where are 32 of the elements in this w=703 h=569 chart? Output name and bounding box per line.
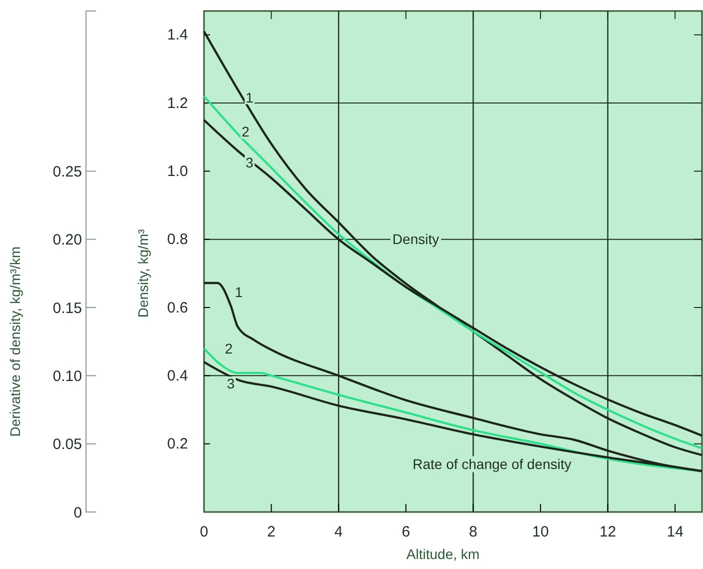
y-tick-label: 0.8 [167, 231, 188, 248]
series-label: 1 [234, 284, 243, 300]
y-tick-label: 0.6 [167, 299, 188, 316]
y-tick-label: 0.4 [167, 367, 188, 384]
y2-tick-label: 0.05 [52, 436, 82, 454]
y2-tick-label: 0.20 [52, 232, 82, 249]
x-tick-label: 0 [200, 524, 208, 541]
x-tick-label: 6 [402, 524, 410, 541]
y2-tick-label: 0.25 [52, 163, 82, 180]
annotation: Rate of change of density [412, 456, 572, 472]
annotation: Density [392, 231, 440, 248]
x-tick-label: 8 [469, 524, 478, 541]
y2-tick-label: 0.15 [52, 300, 82, 317]
y2-tick-label: 0 [74, 504, 82, 522]
x-tick-label: 4 [334, 524, 343, 541]
series-label: 3 [226, 375, 235, 392]
x-tick-label: 10 [532, 524, 549, 541]
y-tick-label: 1.4 [167, 26, 188, 44]
y-tick-label: 1.0 [167, 162, 188, 180]
series-label: 2 [224, 340, 233, 357]
x-tick-label: 12 [599, 524, 616, 541]
y2-axis-title: Derivative of density, kg/m³/km [7, 246, 23, 437]
x-tick-label: 2 [267, 524, 276, 541]
series-label: 3 [246, 154, 254, 171]
x-axis-title: Altitude, km [406, 546, 480, 562]
y2-tick-label: 0.10 [52, 368, 82, 385]
y-tick-label: 0.2 [167, 436, 188, 453]
series-label: 1 [246, 89, 254, 106]
y-axis-title: Density, kg/m³ [135, 228, 151, 318]
y-tick-label: 1.2 [167, 94, 188, 112]
series-label: 2 [242, 124, 250, 140]
x-tick-label: 14 [666, 524, 684, 541]
